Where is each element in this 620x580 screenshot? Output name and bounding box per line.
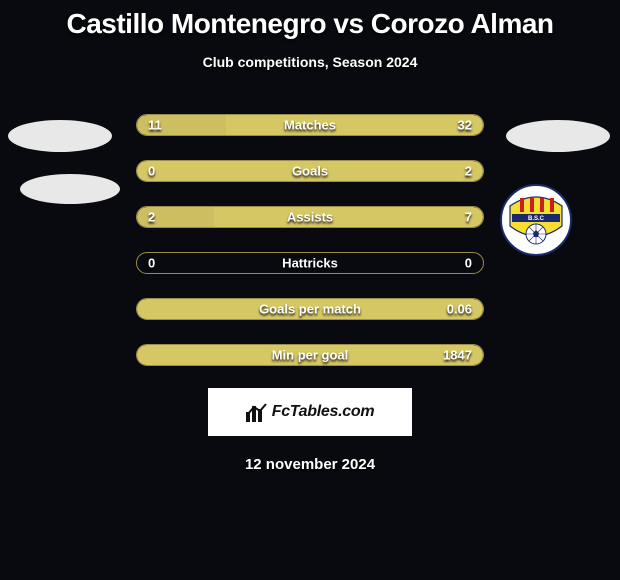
stat-row: 2 7 Assists	[136, 206, 484, 228]
fctables-watermark: FcTables.com	[208, 388, 412, 436]
stat-label: Hattricks	[282, 256, 338, 271]
left-player-avatar-1	[8, 120, 112, 152]
stat-value-right: 32	[458, 118, 472, 133]
stat-value-left: 0	[148, 256, 155, 271]
date-label: 12 november 2024	[245, 456, 375, 473]
stat-value-right: 0	[465, 256, 472, 271]
stat-fill-right	[226, 115, 483, 135]
left-player-avatar-2	[20, 174, 120, 204]
stat-row: 0 0 Hattricks	[136, 252, 484, 274]
stat-row: 1847 Min per goal	[136, 344, 484, 366]
stat-row: 11 32 Matches	[136, 114, 484, 136]
stat-row: 0.06 Goals per match	[136, 298, 484, 320]
stat-value-right: 2	[465, 164, 472, 179]
stat-label: Assists	[287, 210, 333, 225]
stat-value-left: 2	[148, 210, 155, 225]
club-badge: B.S.C	[500, 184, 572, 256]
stat-label: Min per goal	[272, 348, 349, 363]
stat-row: 0 2 Goals	[136, 160, 484, 182]
stat-label: Goals	[292, 164, 328, 179]
stat-value-left: 11	[148, 118, 162, 133]
stat-fill-right	[214, 207, 483, 227]
stat-value-left: 0	[148, 164, 155, 179]
subtitle: Club competitions, Season 2024	[203, 54, 418, 70]
stats-block: 11 32 Matches 0 2 Goals 2 7 Assists 0 0 Hattricks 0.…	[136, 114, 484, 366]
stat-label: Goals per match	[259, 302, 361, 317]
stat-value-right: 1847	[443, 348, 472, 363]
stat-label: Matches	[284, 118, 336, 133]
fctables-label: FcTables.com	[272, 403, 375, 421]
stat-value-right: 7	[465, 210, 472, 225]
right-player-avatar	[506, 120, 610, 152]
fctables-icon	[246, 402, 268, 422]
svg-text:B.S.C: B.S.C	[528, 216, 545, 222]
stat-value-right: 0.06	[447, 302, 472, 317]
page-title: Castillo Montenegro vs Corozo Alman	[66, 8, 553, 40]
